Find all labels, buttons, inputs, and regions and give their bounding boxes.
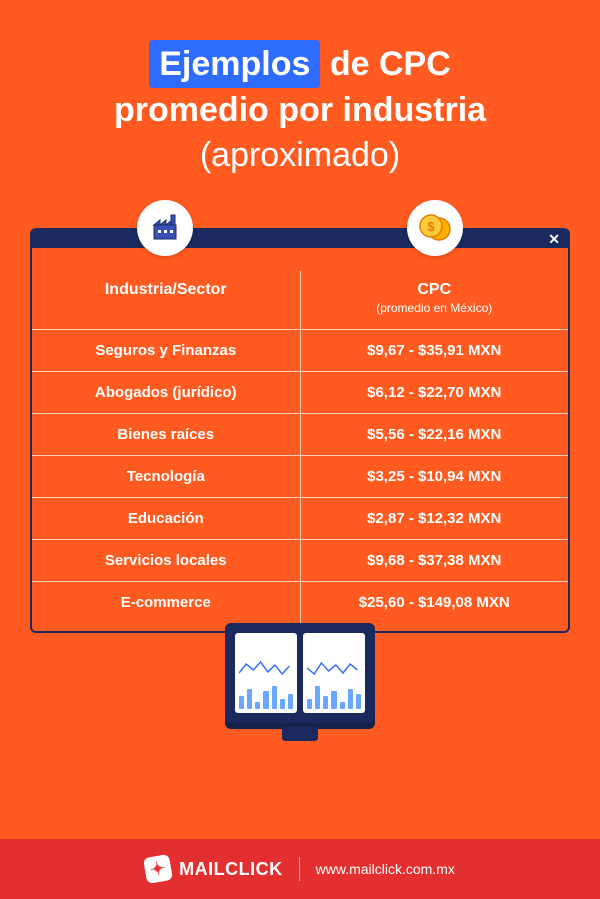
dashboard-illustration <box>30 623 570 723</box>
header: Ejemplos de CPC promedio por industria (… <box>0 0 600 200</box>
table-row: Abogados (jurídico)$6,12 - $22,70 MXN <box>32 371 568 413</box>
table-row: Tecnología$3,25 - $10,94 MXN <box>32 455 568 497</box>
logo-badge-icon: ✦ <box>143 854 173 884</box>
sparkline-icon <box>239 658 293 680</box>
cell-cpc: $6,12 - $22,70 MXN <box>301 371 569 413</box>
cpc-table: Industria/Sector CPC (promedio en México… <box>32 271 568 631</box>
brand-name: MAILCLICK <box>179 859 282 880</box>
svg-text:$: $ <box>427 219 435 234</box>
table-row: Servicios locales$9,68 - $37,38 MXN <box>32 539 568 581</box>
table-row: Seguros y Finanzas$9,67 - $35,91 MXN <box>32 329 568 371</box>
cell-cpc: $9,67 - $35,91 MXN <box>301 329 569 371</box>
table-row: Bienes raíces$5,56 - $22,16 MXN <box>32 413 568 455</box>
chart-panel-1 <box>235 633 297 713</box>
table-card: ✕ Industria/Sector CPC (promedio en Méxi… <box>30 228 570 633</box>
cell-industry: Abogados (jurídico) <box>32 371 301 413</box>
title-rest: de CPC <box>320 45 450 83</box>
table-row: Educación$2,87 - $12,32 MXN <box>32 497 568 539</box>
icon-row: $ <box>30 200 570 256</box>
title-highlight: Ejemplos <box>149 40 320 88</box>
header-cpc-main: CPC <box>417 281 451 298</box>
factory-icon <box>137 200 193 256</box>
cell-industry: Tecnología <box>32 455 301 497</box>
cell-industry: Educación <box>32 497 301 539</box>
coins-icon: $ <box>407 200 463 256</box>
cell-industry: Servicios locales <box>32 539 301 581</box>
subtitle: (aproximado) <box>50 136 550 175</box>
cell-industry: Bienes raíces <box>32 413 301 455</box>
cell-cpc: $5,56 - $22,16 MXN <box>301 413 569 455</box>
table-header: Industria/Sector CPC (promedio en México… <box>32 271 568 329</box>
header-cpc: CPC (promedio en México) <box>301 271 569 329</box>
title-line-2: promedio por industria <box>50 88 550 132</box>
sparkline-icon <box>307 658 361 680</box>
title-line-1: Ejemplos de CPC <box>50 40 550 88</box>
brand-url: www.mailclick.com.mx <box>316 861 455 877</box>
header-cpc-sub: (promedio en México) <box>309 301 561 315</box>
cell-industry: Seguros y Finanzas <box>32 329 301 371</box>
brand-logo: ✦ MAILCLICK <box>145 856 282 882</box>
header-industry: Industria/Sector <box>32 271 301 329</box>
cell-cpc: $2,87 - $12,32 MXN <box>301 497 569 539</box>
chart-panel-2 <box>303 633 365 713</box>
cell-cpc: $3,25 - $10,94 MXN <box>301 455 569 497</box>
cell-cpc: $9,68 - $37,38 MXN <box>301 539 569 581</box>
footer: ✦ MAILCLICK www.mailclick.com.mx <box>0 839 600 899</box>
monitor-icon <box>225 623 375 723</box>
card-wrapper: $ ✕ Industria/Sector CPC (promedio en Mé… <box>30 200 570 723</box>
footer-divider <box>299 857 300 881</box>
